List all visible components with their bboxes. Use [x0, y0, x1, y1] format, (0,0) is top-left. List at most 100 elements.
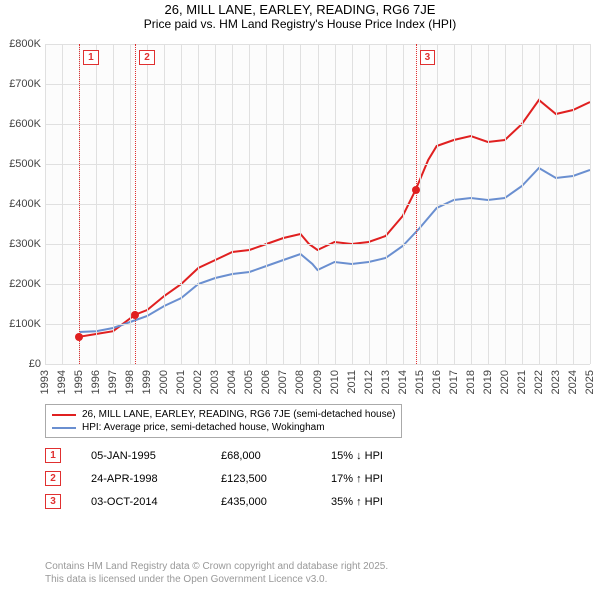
x-tick-label: 2007 [277, 370, 289, 394]
gridline-v [437, 44, 438, 364]
x-tick-label: 1994 [56, 370, 68, 394]
sale-event-price: £123,500 [221, 473, 331, 485]
x-tick-label: 2020 [499, 370, 511, 394]
x-tick-label: 2022 [533, 370, 545, 394]
x-tick-label: 2014 [397, 370, 409, 394]
gridline-v [96, 44, 97, 364]
x-tick-label: 1998 [124, 370, 136, 394]
sale-event-row: 303-OCT-2014£435,00035% ↑ HPI [45, 490, 431, 513]
gridline-v [386, 44, 387, 364]
gridline-v [198, 44, 199, 364]
x-tick-label: 2024 [567, 370, 579, 394]
sale-event-line [416, 44, 417, 364]
sale-event-hpi-diff: 35% ↑ HPI [331, 496, 431, 508]
x-tick-label: 2018 [465, 370, 477, 394]
legend-label: HPI: Average price, semi-detached house,… [82, 422, 325, 433]
footer-line-2: This data is licensed under the Open Gov… [45, 573, 388, 586]
x-tick-label: 2001 [175, 370, 187, 394]
gridline-v [147, 44, 148, 364]
x-tick-label: 2015 [414, 370, 426, 394]
x-tick-label: 2017 [448, 370, 460, 394]
chart-title: 26, MILL LANE, EARLEY, READING, RG6 7JE [0, 2, 600, 17]
x-tick-label: 1997 [107, 370, 119, 394]
legend-item: 26, MILL LANE, EARLEY, READING, RG6 7JE … [52, 408, 395, 421]
gridline-v [113, 44, 114, 364]
gridline-v [471, 44, 472, 364]
gridline-v [352, 44, 353, 364]
y-tick-label: £500K [9, 158, 41, 170]
sale-marker-dot [412, 186, 420, 194]
sale-event-date: 05-JAN-1995 [91, 450, 221, 462]
gridline-v [522, 44, 523, 364]
sale-marker-dot [131, 311, 139, 319]
gridline-v [420, 44, 421, 364]
legend-swatch [52, 427, 76, 429]
x-tick-label: 2000 [158, 370, 170, 394]
gridline-v [573, 44, 574, 364]
x-tick-label: 2002 [192, 370, 204, 394]
sale-event-price: £435,000 [221, 496, 331, 508]
gridline-v [283, 44, 284, 364]
gridline-v [335, 44, 336, 364]
gridline-v [45, 44, 46, 364]
x-tick-label: 2023 [550, 370, 562, 394]
gridline-v [249, 44, 250, 364]
gridline-v [590, 44, 591, 364]
x-tick-label: 2006 [260, 370, 272, 394]
gridline-v [369, 44, 370, 364]
sale-event-row: 224-APR-1998£123,50017% ↑ HPI [45, 467, 431, 490]
gridline-v [403, 44, 404, 364]
gridline-v [318, 44, 319, 364]
footer-line-1: Contains HM Land Registry data © Crown c… [45, 560, 388, 573]
x-tick-label: 2025 [584, 370, 596, 394]
x-tick-label: 2010 [329, 370, 341, 394]
gridline-v [556, 44, 557, 364]
legend: 26, MILL LANE, EARLEY, READING, RG6 7JE … [45, 404, 402, 438]
footer-attribution: Contains HM Land Registry data © Crown c… [45, 560, 388, 586]
sale-event-number: 3 [45, 494, 61, 509]
x-tick-label: 2009 [312, 370, 324, 394]
gridline-v [300, 44, 301, 364]
legend-label: 26, MILL LANE, EARLEY, READING, RG6 7JE … [82, 409, 395, 420]
sale-event-number: 2 [45, 471, 61, 486]
sale-event-hpi-diff: 15% ↓ HPI [331, 450, 431, 462]
sale-event-marker-label: 1 [83, 50, 99, 65]
x-tick-label: 2013 [380, 370, 392, 394]
y-tick-label: £100K [9, 318, 41, 330]
x-tick-label: 2012 [363, 370, 375, 394]
gridline-v [181, 44, 182, 364]
sale-event-row: 1 05-JAN-1995£68,00015% ↓ HPI [45, 444, 431, 467]
y-tick-label: £200K [9, 278, 41, 290]
sale-event-number: 1 [45, 448, 61, 463]
y-tick-label: £700K [9, 78, 41, 90]
gridline-v [232, 44, 233, 364]
sale-event-marker-label: 2 [139, 50, 155, 65]
x-tick-label: 2016 [431, 370, 443, 394]
gridline-v [62, 44, 63, 364]
legend-swatch [52, 414, 76, 416]
gridline-v [215, 44, 216, 364]
y-tick-label: £300K [9, 238, 41, 250]
y-tick-label: £800K [9, 38, 41, 50]
gridline-v [539, 44, 540, 364]
gridline-h [45, 364, 590, 365]
gridline-v [488, 44, 489, 364]
legend-item: HPI: Average price, semi-detached house,… [52, 421, 395, 434]
x-tick-label: 1993 [39, 370, 51, 394]
sale-event-line [79, 44, 80, 364]
y-tick-label: £0 [29, 358, 41, 370]
sale-event-marker-label: 3 [420, 50, 436, 65]
sale-event-price: £68,000 [221, 450, 331, 462]
chart-subtitle: Price paid vs. HM Land Registry's House … [0, 17, 600, 31]
x-tick-label: 2008 [294, 370, 306, 394]
sale-event-hpi-diff: 17% ↑ HPI [331, 473, 431, 485]
x-tick-label: 1996 [90, 370, 102, 394]
gridline-v [164, 44, 165, 364]
chart-container: 26, MILL LANE, EARLEY, READING, RG6 7JE … [0, 2, 600, 592]
x-tick-label: 1995 [73, 370, 85, 394]
sale-marker-dot [75, 333, 83, 341]
sales-events-table: 1 05-JAN-1995£68,00015% ↓ HPI 224-APR-1998… [45, 444, 431, 513]
x-tick-label: 2021 [516, 370, 528, 394]
x-tick-label: 2003 [209, 370, 221, 394]
x-tick-label: 2011 [346, 370, 358, 394]
